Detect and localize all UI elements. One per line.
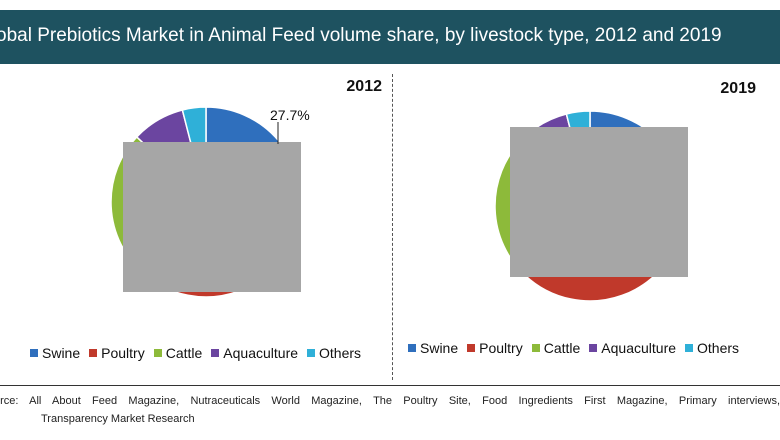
legend-swatch-swine <box>408 344 416 352</box>
source-note: urce: All About Feed Magazine, Nutraceut… <box>0 392 780 428</box>
title-banner: obal Prebiotics Market in Animal Feed vo… <box>0 10 780 64</box>
legend-swatch-cattle <box>153 349 162 357</box>
occluding-box <box>123 142 301 292</box>
legend-swatch-swine <box>30 349 38 357</box>
legend-swatch-others <box>685 344 694 352</box>
legend-label-swine: Swine <box>420 340 459 356</box>
legend-swatch-aquaculture <box>589 344 598 352</box>
legend-swatch-poultry <box>89 349 98 357</box>
legend-label-swine: Swine <box>42 345 81 361</box>
legend-label-aquaculture: Aquaculture <box>601 340 677 356</box>
legend-label-cattle: Cattle <box>543 340 581 356</box>
source-line-2: Transparency Market Research <box>41 413 195 425</box>
legend-swatch-cattle <box>531 344 540 352</box>
legend-swatch-others <box>307 349 316 357</box>
year-label-2012: 2012 <box>346 78 382 95</box>
legend-label-aquaculture: Aquaculture <box>223 345 299 361</box>
legend-item-aquaculture: Aquaculture <box>589 340 676 356</box>
legend-item-poultry: Poultry <box>89 345 145 361</box>
legend-label-others: Others <box>319 345 362 361</box>
year-label-2019: 2019 <box>720 80 756 97</box>
legend-2019: Swine Poultry Cattle Aquaculture Others <box>408 340 748 356</box>
pie-panel-2019: 2019 Swine Poultry Cattle Aquaculture Ot… <box>394 64 780 384</box>
data-label-swine: 27.7% <box>270 107 310 123</box>
legend-label-poultry: Poultry <box>479 340 523 356</box>
legend-item-swine: Swine <box>30 345 80 361</box>
source-line-1: urce: All About Feed Magazine, Nutraceut… <box>0 395 780 407</box>
legend-label-poultry: Poultry <box>101 345 145 361</box>
legend-item-others: Others <box>307 345 361 361</box>
legend-swatch-aquaculture <box>211 349 220 357</box>
pie-panel-2012: 2012 27.7% Swine Poultry Cattle Aquacult… <box>0 64 392 384</box>
legend-item-swine: Swine <box>408 340 458 356</box>
panel-divider <box>392 74 393 380</box>
legend-item-cattle: Cattle <box>153 345 203 361</box>
chart-title: obal Prebiotics Market in Animal Feed vo… <box>0 25 722 46</box>
pie-chart-2019 <box>494 110 688 302</box>
footer-rule <box>0 385 780 386</box>
legend-item-aquaculture: Aquaculture <box>211 345 298 361</box>
pie-chart-2012: 27.7% <box>110 106 310 298</box>
legend-2012: Swine Poultry Cattle Aquaculture Others <box>30 345 370 361</box>
legend-item-cattle: Cattle <box>531 340 581 356</box>
legend-swatch-poultry <box>467 344 476 352</box>
legend-label-cattle: Cattle <box>165 345 203 361</box>
occluding-box <box>510 127 688 277</box>
legend-item-others: Others <box>685 340 739 356</box>
legend-item-poultry: Poultry <box>467 340 523 356</box>
legend-label-others: Others <box>697 340 740 356</box>
